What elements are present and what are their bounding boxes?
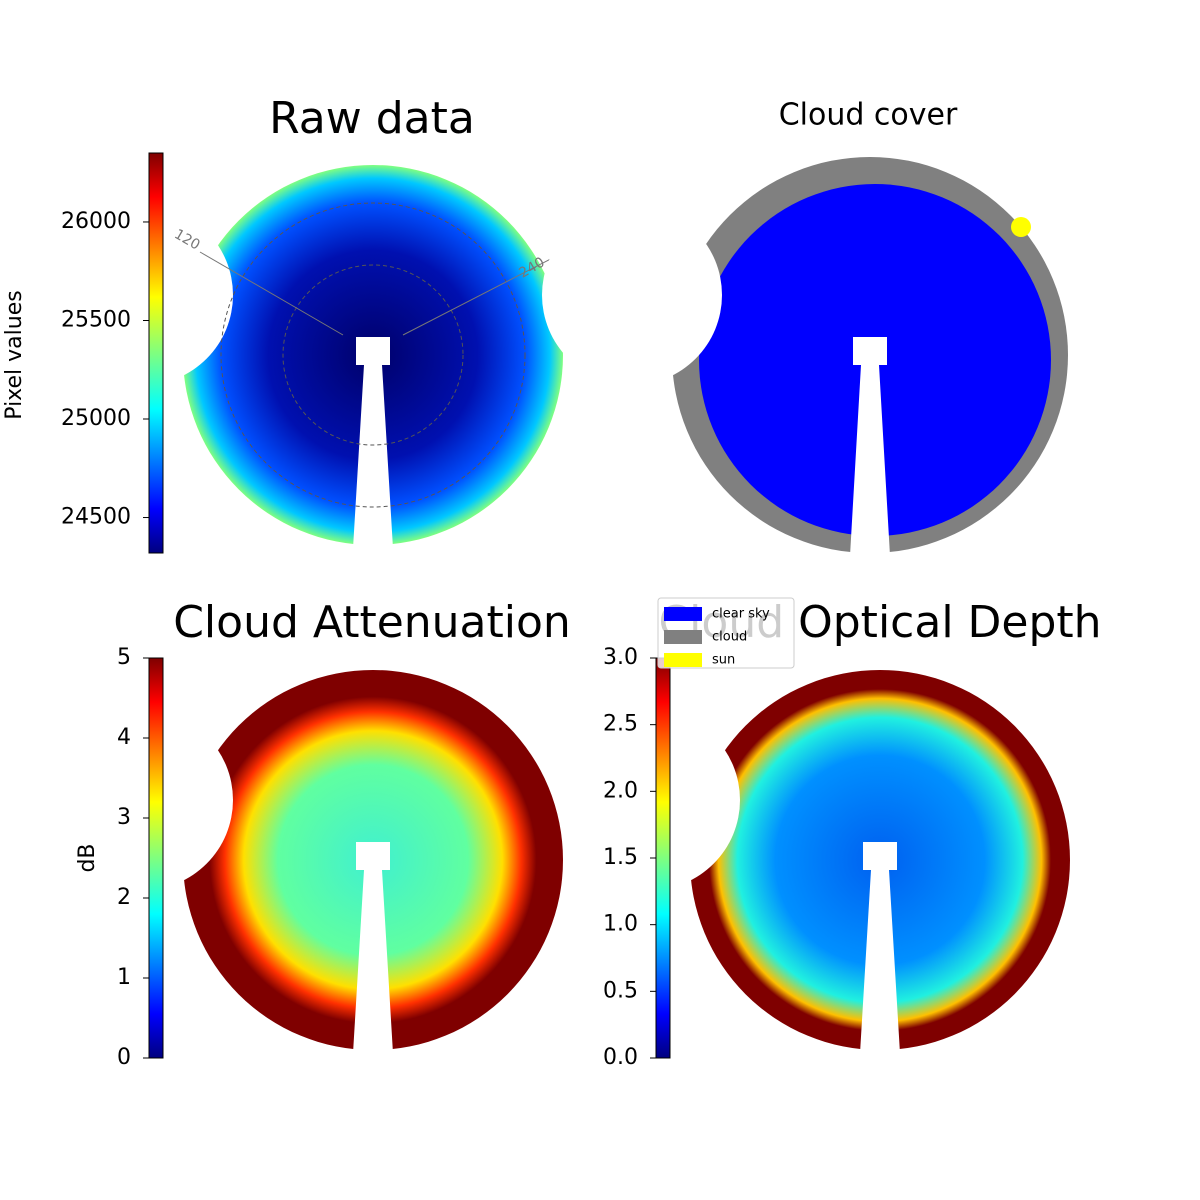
colorbar [148, 152, 164, 554]
polar-grid [220, 202, 526, 508]
colorbar-label: Pixel values [2, 290, 27, 419]
colorbar-label: dB [75, 843, 100, 872]
colorbar-tick-label: 2.5 [603, 712, 638, 737]
colorbar [655, 657, 671, 1059]
image-cutout [560, 710, 740, 890]
legend-label: cloud [712, 630, 747, 645]
polar-axis [402, 247, 573, 336]
colorbar-tick-label: 2.0 [603, 778, 638, 803]
colorbar-tick-label: 0 [117, 1045, 131, 1070]
mast [352, 337, 394, 565]
colorbar-tick-label: 4 [117, 725, 131, 750]
legend-swatch [664, 607, 702, 621]
colorbar-tick-label: 5 [117, 645, 131, 670]
image-cutout [53, 710, 233, 890]
colorbar-tick-label: 2 [117, 885, 131, 910]
colorbar-tick-label: 0.0 [603, 1045, 638, 1070]
legend-swatch [664, 653, 702, 667]
panel-title: Cloud cover [779, 98, 958, 133]
sun-marker [1011, 217, 1031, 237]
image-cutout [542, 205, 722, 385]
panel: 0 1 2 3 4 5 dB Cloud Attenuation [53, 597, 571, 1070]
polar-grid [282, 264, 464, 446]
colorbar-tick-label: 1 [117, 965, 131, 990]
colorbar-tick-label: 25500 [61, 307, 131, 332]
mast [859, 842, 901, 1070]
colorbar-tick-label: 3 [117, 805, 131, 830]
panel-title: Raw data [269, 93, 475, 144]
colorbar [148, 657, 164, 1059]
mast [849, 337, 891, 573]
polar-axis [199, 251, 344, 336]
colorbar-tick-label: 3.0 [603, 645, 638, 670]
legend-label: sun [712, 653, 735, 668]
panel: clear sky cloud sun Cloud cover [542, 98, 1068, 669]
colorbar-tick-label: 26000 [61, 209, 131, 234]
colorbar-tick-label: 0.5 [603, 978, 638, 1003]
colorbar-tick-label: 1.5 [603, 845, 638, 870]
colorbar-tick-label: 24500 [61, 505, 131, 530]
panel-title: Cloud Attenuation [173, 597, 571, 648]
mast [352, 842, 394, 1070]
colorbar-tick-label: 25000 [61, 406, 131, 431]
colorbar-tick-label: 1.0 [603, 912, 638, 937]
image-cutout [53, 205, 233, 385]
legend-label: clear sky [712, 607, 770, 622]
legend-swatch [664, 630, 702, 644]
